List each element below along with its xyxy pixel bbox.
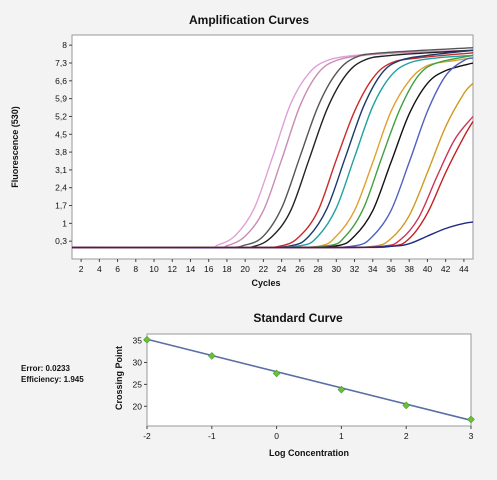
- x-tick-label: 10: [149, 264, 159, 274]
- x-tick-label: 36: [386, 264, 396, 274]
- y-tick-label: 3,8: [55, 147, 67, 157]
- x-tick-label: 38: [404, 264, 414, 274]
- x-tick-label: 24: [277, 264, 287, 274]
- y-tick-label: 6,6: [55, 76, 67, 86]
- y-tick-label: 20: [133, 401, 143, 411]
- x-tick-label: 12: [168, 264, 178, 274]
- y-tick-label: 35: [133, 336, 143, 346]
- standard-curve-point: [337, 385, 346, 394]
- amplification-curve-15: [71, 221, 474, 249]
- standard-curve-point: [272, 369, 281, 378]
- x-tick-label: -1: [208, 431, 216, 441]
- amplification-chart: Amplification Curves 0,3 1 1,7 2,4 3,1 3,8 4,5…: [10, 13, 474, 288]
- y-tick-label: 5,9: [55, 94, 67, 104]
- y-tick-label: 2,4: [55, 183, 67, 193]
- x-tick-label: 30: [332, 264, 342, 274]
- x-tick-label: 3: [469, 431, 474, 441]
- y-tick-label: 30: [133, 357, 143, 367]
- efficiency-stat: Efficiency: 1.945: [21, 375, 84, 384]
- x-tick-label: 8: [133, 264, 138, 274]
- standard-curve-x-label: Log Concentration: [269, 448, 349, 458]
- standard-curve-fit-line: [146, 338, 472, 422]
- x-tick-label: 44: [459, 264, 469, 274]
- standard-curve-point: [402, 401, 411, 410]
- y-tick-label: 1,7: [55, 201, 67, 211]
- x-tick-label: 20: [240, 264, 250, 274]
- error-stat: Error: 0.0233: [21, 364, 70, 373]
- y-tick-label: 4,5: [55, 129, 67, 139]
- amplification-y-label: Fluorescence (530): [10, 106, 20, 188]
- x-tick-label: 14: [186, 264, 196, 274]
- x-tick-label: 2: [404, 431, 409, 441]
- standard-curve-x-ticks: -2 -1 0 1 2 3: [143, 426, 474, 441]
- y-tick-label: 25: [133, 379, 143, 389]
- x-tick-label: 22: [259, 264, 269, 274]
- y-tick-label: 7,3: [55, 58, 67, 68]
- y-tick-label: 8: [62, 40, 67, 50]
- x-tick-label: 4: [97, 264, 102, 274]
- standard-curve-y-label: Crossing Point: [114, 346, 124, 410]
- standard-curve-point: [467, 415, 475, 424]
- amplification-series: [71, 47, 474, 249]
- standard-curve-point: [143, 335, 151, 344]
- x-tick-label: -2: [143, 431, 151, 441]
- amplification-y-ticks: 0,3 1 1,7 2,4 3,1 3,8 4,5 5,2 5,9 6,6 7,3 8: [55, 40, 72, 246]
- x-tick-label: 18: [222, 264, 232, 274]
- amplification-title: Amplification Curves: [189, 13, 309, 27]
- x-tick-label: 34: [368, 264, 378, 274]
- standard-curve-chart: Standard Curve 20 25 30 35 -2 -1 0 1 2 3 Log Con…: [114, 311, 475, 458]
- x-tick-label: 1: [339, 431, 344, 441]
- x-tick-label: 26: [295, 264, 305, 274]
- x-tick-label: 28: [313, 264, 323, 274]
- standard-curve-title: Standard Curve: [253, 311, 343, 325]
- x-tick-label: 16: [204, 264, 214, 274]
- standard-curve-y-ticks: 20 25 30 35: [133, 336, 147, 411]
- standard-curve-marks: [143, 335, 475, 424]
- x-tick-label: 32: [350, 264, 360, 274]
- amplification-x-label: Cycles: [251, 278, 280, 288]
- standard-curve-point: [207, 352, 216, 360]
- y-tick-label: 1: [62, 218, 67, 228]
- x-tick-label: 40: [423, 264, 433, 274]
- x-tick-label: 42: [441, 264, 451, 274]
- x-tick-label: 6: [115, 264, 120, 274]
- amplification-x-ticks: 2 4 6 8 10 12 14 16 18 20 22 24 26 28 30 32 34 36 38 40 42 44: [79, 259, 469, 274]
- x-tick-label: 0: [274, 431, 279, 441]
- y-tick-label: 3,1: [55, 165, 67, 175]
- y-tick-label: 0,3: [55, 236, 67, 246]
- x-tick-label: 2: [79, 264, 84, 274]
- y-tick-label: 5,2: [55, 111, 67, 121]
